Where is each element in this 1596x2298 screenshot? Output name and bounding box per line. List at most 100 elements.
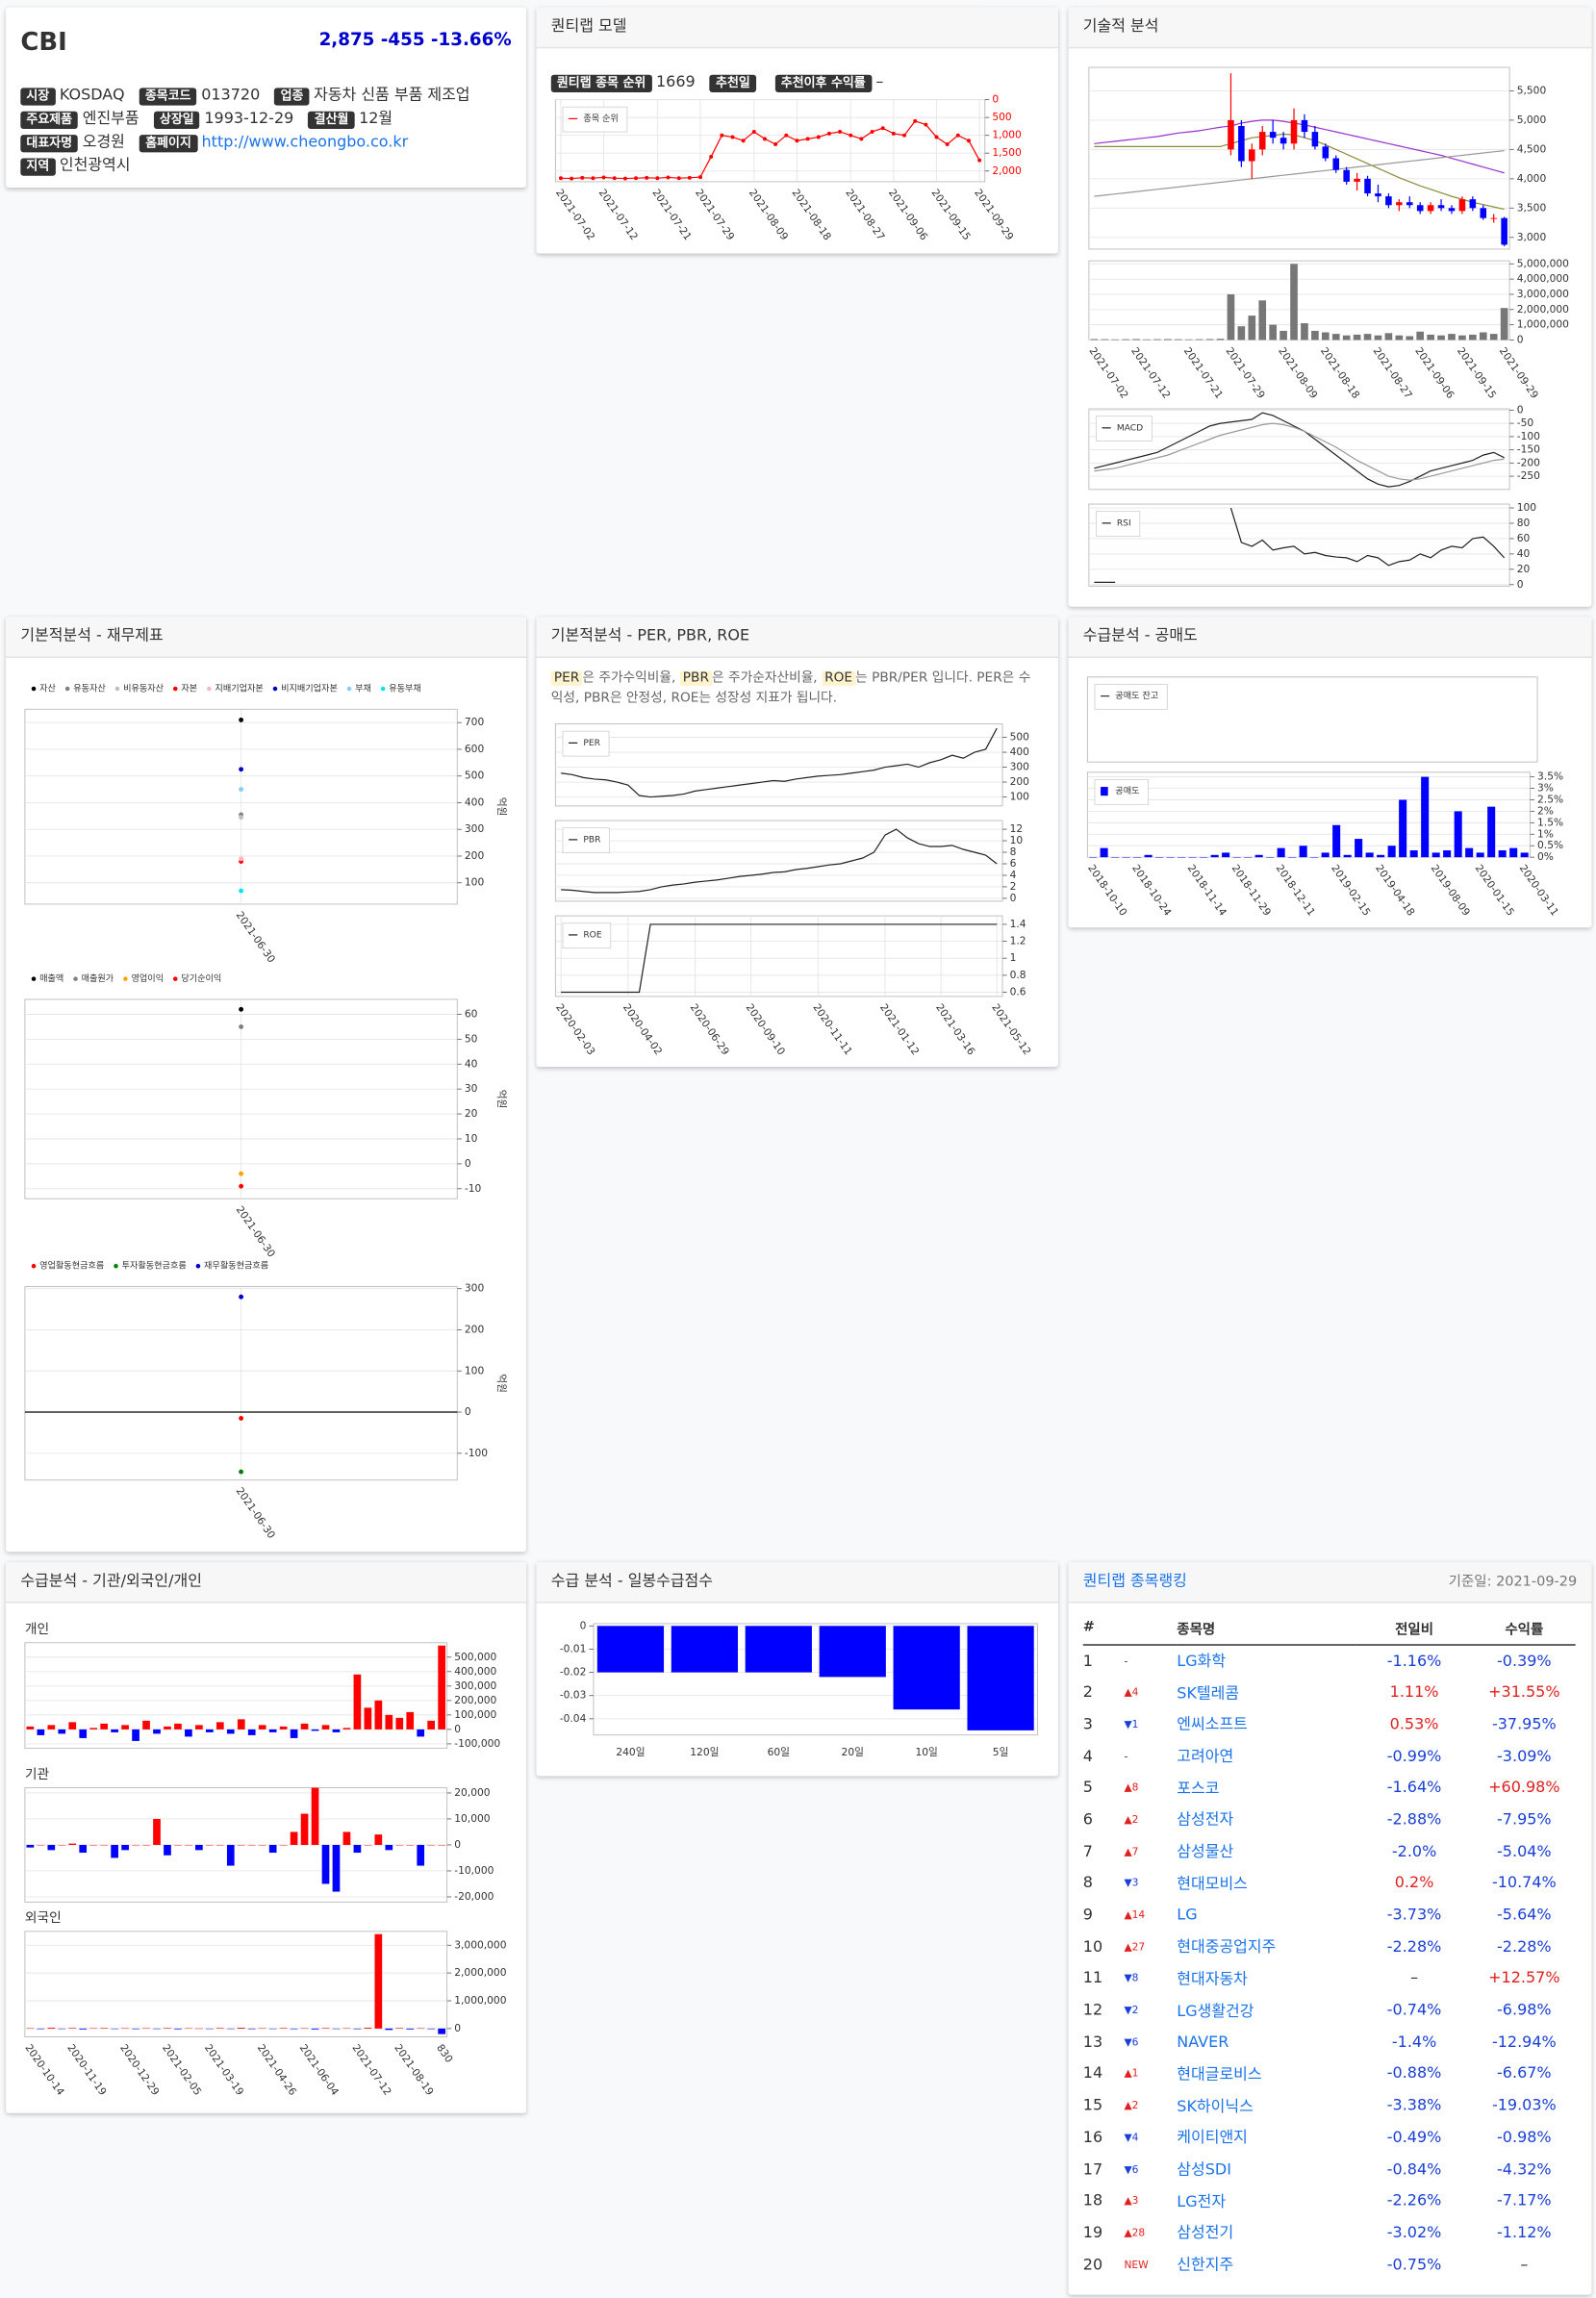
return: -0.98% bbox=[1497, 2129, 1552, 2147]
info-label: 종목코드 bbox=[139, 88, 197, 106]
ranking-row: 16 ▼4 케이티앤지 -0.49% -0.98% bbox=[1083, 2122, 1576, 2154]
rank-change: ▲28 bbox=[1124, 2227, 1146, 2239]
stock-link[interactable]: LG전자 bbox=[1177, 2193, 1227, 2211]
info-value: KOSDAQ bbox=[59, 86, 125, 105]
stock-link[interactable]: 삼성물산 bbox=[1177, 1843, 1234, 1861]
return: +12.57% bbox=[1488, 1970, 1560, 1988]
ranking-row: 14 ▲1 현대글로비스 -0.88% -6.67% bbox=[1083, 2058, 1576, 2090]
ranking-row: 13 ▼6 NAVER -1.4% -12.94% bbox=[1083, 2027, 1576, 2058]
homepage-link[interactable]: http://www.cheongbo.co.kr bbox=[201, 133, 409, 151]
rank-change: ▲27 bbox=[1124, 1941, 1146, 1954]
stock-link[interactable]: 삼성전기 bbox=[1177, 2225, 1234, 2243]
ranking-row: 6 ▲2 삼성전자 -2.88% -7.95% bbox=[1083, 1804, 1576, 1835]
rank: 9 bbox=[1082, 1906, 1093, 1925]
ranking-row: 1 - LG화학 -1.16% -0.39% bbox=[1083, 1645, 1576, 1678]
stock-link[interactable]: 현대자동차 bbox=[1177, 1970, 1248, 1989]
rank-change: ▲4 bbox=[1124, 1686, 1139, 1699]
return: -5.64% bbox=[1497, 1906, 1552, 1925]
stock-link[interactable]: LG생활건강 bbox=[1177, 2002, 1254, 2021]
score-card: 수급 분석 - 일봉수급점수 bbox=[536, 1561, 1058, 1777]
card-header: 퀀티랩 종목랭킹 기준일: 2021-09-29 bbox=[1068, 1561, 1592, 1604]
rank: 12 bbox=[1082, 2002, 1103, 2020]
stock-link[interactable]: 현대중공업지주 bbox=[1177, 1938, 1277, 1957]
return: -4.32% bbox=[1497, 2160, 1552, 2179]
ratios-card: 기본적분석 - PER, PBR, ROE PER 은 주가수익비율, PBR 은 … bbox=[536, 617, 1058, 1068]
stock-link[interactable]: 삼성SDI bbox=[1177, 2161, 1231, 2180]
info-value: 엔진부품 bbox=[82, 110, 139, 128]
info-label: 대표자명 bbox=[20, 135, 79, 153]
investors-card: 수급분석 - 기관/외국인/개인 bbox=[6, 1561, 526, 2113]
term: PBR bbox=[679, 670, 713, 686]
stock-link[interactable]: LG bbox=[1177, 1906, 1198, 1925]
return: +60.98% bbox=[1488, 1779, 1560, 1798]
stock-info: 시장 KOSDAQ 종목코드 013720 업종 자동차 신품 부품 제조업 주요제품 엔진부… bbox=[20, 81, 484, 176]
daily-change: 0.2% bbox=[1394, 1874, 1434, 1893]
card-title: 수급 분석 - 일봉수급점수 bbox=[536, 1561, 1058, 1604]
ranking-row: 17 ▼6 삼성SDI -0.84% -4.32% bbox=[1083, 2154, 1576, 2185]
stock-link[interactable]: 포스코 bbox=[1177, 1780, 1220, 1798]
daily-change: -0.84% bbox=[1386, 2160, 1442, 2179]
daily-change: – bbox=[1410, 1970, 1419, 1988]
ranking-row: 20 NEW 신한지주 -0.75% – bbox=[1083, 2249, 1576, 2281]
rank-change: ▲14 bbox=[1124, 1909, 1146, 1922]
description-text: 은 주가순자산비율, bbox=[712, 670, 823, 686]
info-label: 업종 bbox=[274, 88, 310, 106]
return: -2.28% bbox=[1497, 1938, 1552, 1957]
rank-change: ▼1 bbox=[1124, 1718, 1139, 1730]
rank: 3 bbox=[1082, 1715, 1093, 1734]
return: -0.39% bbox=[1497, 1652, 1552, 1670]
stock-link[interactable]: LG화학 bbox=[1177, 1653, 1227, 1671]
info-value: 12월 bbox=[359, 110, 393, 128]
stock-link[interactable]: 현대모비스 bbox=[1177, 1875, 1248, 1893]
financial-card: 기본적분석 - 재무제표 bbox=[6, 617, 526, 1553]
info-value: 인천광역시 bbox=[59, 157, 131, 175]
daily-change: -2.26% bbox=[1386, 2192, 1442, 2210]
daily-change: -3.02% bbox=[1386, 2224, 1442, 2242]
info-label: 지역 bbox=[20, 158, 56, 176]
change-pct: -13.66% bbox=[430, 29, 512, 50]
return: -10.74% bbox=[1491, 1874, 1557, 1893]
info-row: 시장 KOSDAQ 종목코드 013720 업종 자동차 신품 부품 제조업 bbox=[20, 81, 484, 106]
return: – bbox=[1520, 2256, 1529, 2274]
stock-link[interactable]: 삼성전자 bbox=[1177, 1811, 1234, 1830]
rank-change: ▼3 bbox=[1124, 1877, 1139, 1890]
info-value: 013720 bbox=[201, 86, 261, 105]
stock-link[interactable]: 엔씨소프트 bbox=[1177, 1716, 1248, 1734]
rank: 14 bbox=[1082, 2065, 1103, 2083]
column-header: # bbox=[1082, 1619, 1095, 1636]
rank-change: ▲1 bbox=[1124, 2068, 1139, 2081]
stock-link[interactable]: 현대글로비스 bbox=[1177, 2065, 1262, 2084]
ranking-row: 9 ▲14 LG -3.73% -5.64% bbox=[1083, 1900, 1576, 1932]
daily-change: -2.88% bbox=[1386, 1810, 1442, 1830]
table-header: # 종목명 전일비 수익률 bbox=[1082, 1612, 1576, 1645]
rank: 18 bbox=[1082, 2192, 1103, 2210]
daily-change: -0.74% bbox=[1386, 2002, 1442, 2020]
stock-link[interactable]: 신한지주 bbox=[1177, 2257, 1234, 2275]
rank: 19 bbox=[1082, 2224, 1103, 2242]
term: ROE bbox=[822, 670, 856, 686]
stock-link[interactable]: 케이티앤지 bbox=[1177, 2130, 1248, 2148]
rank: 6 bbox=[1082, 1810, 1093, 1830]
stock-link[interactable]: NAVER bbox=[1177, 2033, 1229, 2052]
rank: 2 bbox=[1082, 1683, 1093, 1703]
stock-link[interactable]: 고려아연 bbox=[1177, 1748, 1234, 1766]
return: -7.95% bbox=[1497, 1810, 1552, 1830]
rank-change: ▲3 bbox=[1124, 2195, 1139, 2208]
description: PER 은 주가수익비율, PBR 은 주가순자산비율, ROE 는 PBR/PER … bbox=[550, 669, 1042, 710]
rank-change: ▼4 bbox=[1124, 2132, 1139, 2144]
stock-link[interactable]: SK하이닉스 bbox=[1177, 2097, 1254, 2116]
rank-change: ▼6 bbox=[1124, 2036, 1139, 2049]
stock-link[interactable]: SK텔레콤 bbox=[1177, 1684, 1240, 1703]
rank-change: ▲2 bbox=[1124, 1813, 1139, 1827]
ranking-table: # 종목명 전일비 수익률 1 - LG화학 -1.16% -0.39% 2 ▲4 SK텔레콤 1.11… bbox=[1082, 1612, 1576, 2281]
daily-change: -0.99% bbox=[1386, 1747, 1442, 1766]
return: -37.95% bbox=[1491, 1715, 1557, 1734]
daily-change: -3.38% bbox=[1386, 2097, 1442, 2115]
rank: 13 bbox=[1082, 2033, 1103, 2052]
daily-change: -2.0% bbox=[1391, 1842, 1437, 1861]
daily-change: -0.49% bbox=[1386, 2129, 1442, 2147]
rank: 11 bbox=[1082, 1970, 1103, 1988]
price: 2,875 bbox=[318, 29, 375, 50]
return: -1.12% bbox=[1497, 2224, 1552, 2242]
ranking-row: 11 ▼8 현대자동차 – +12.57% bbox=[1083, 1963, 1576, 1995]
